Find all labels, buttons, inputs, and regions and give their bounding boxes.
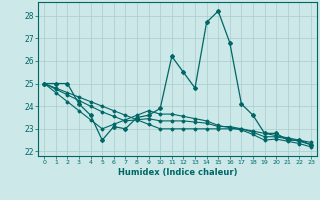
X-axis label: Humidex (Indice chaleur): Humidex (Indice chaleur) (118, 168, 237, 177)
